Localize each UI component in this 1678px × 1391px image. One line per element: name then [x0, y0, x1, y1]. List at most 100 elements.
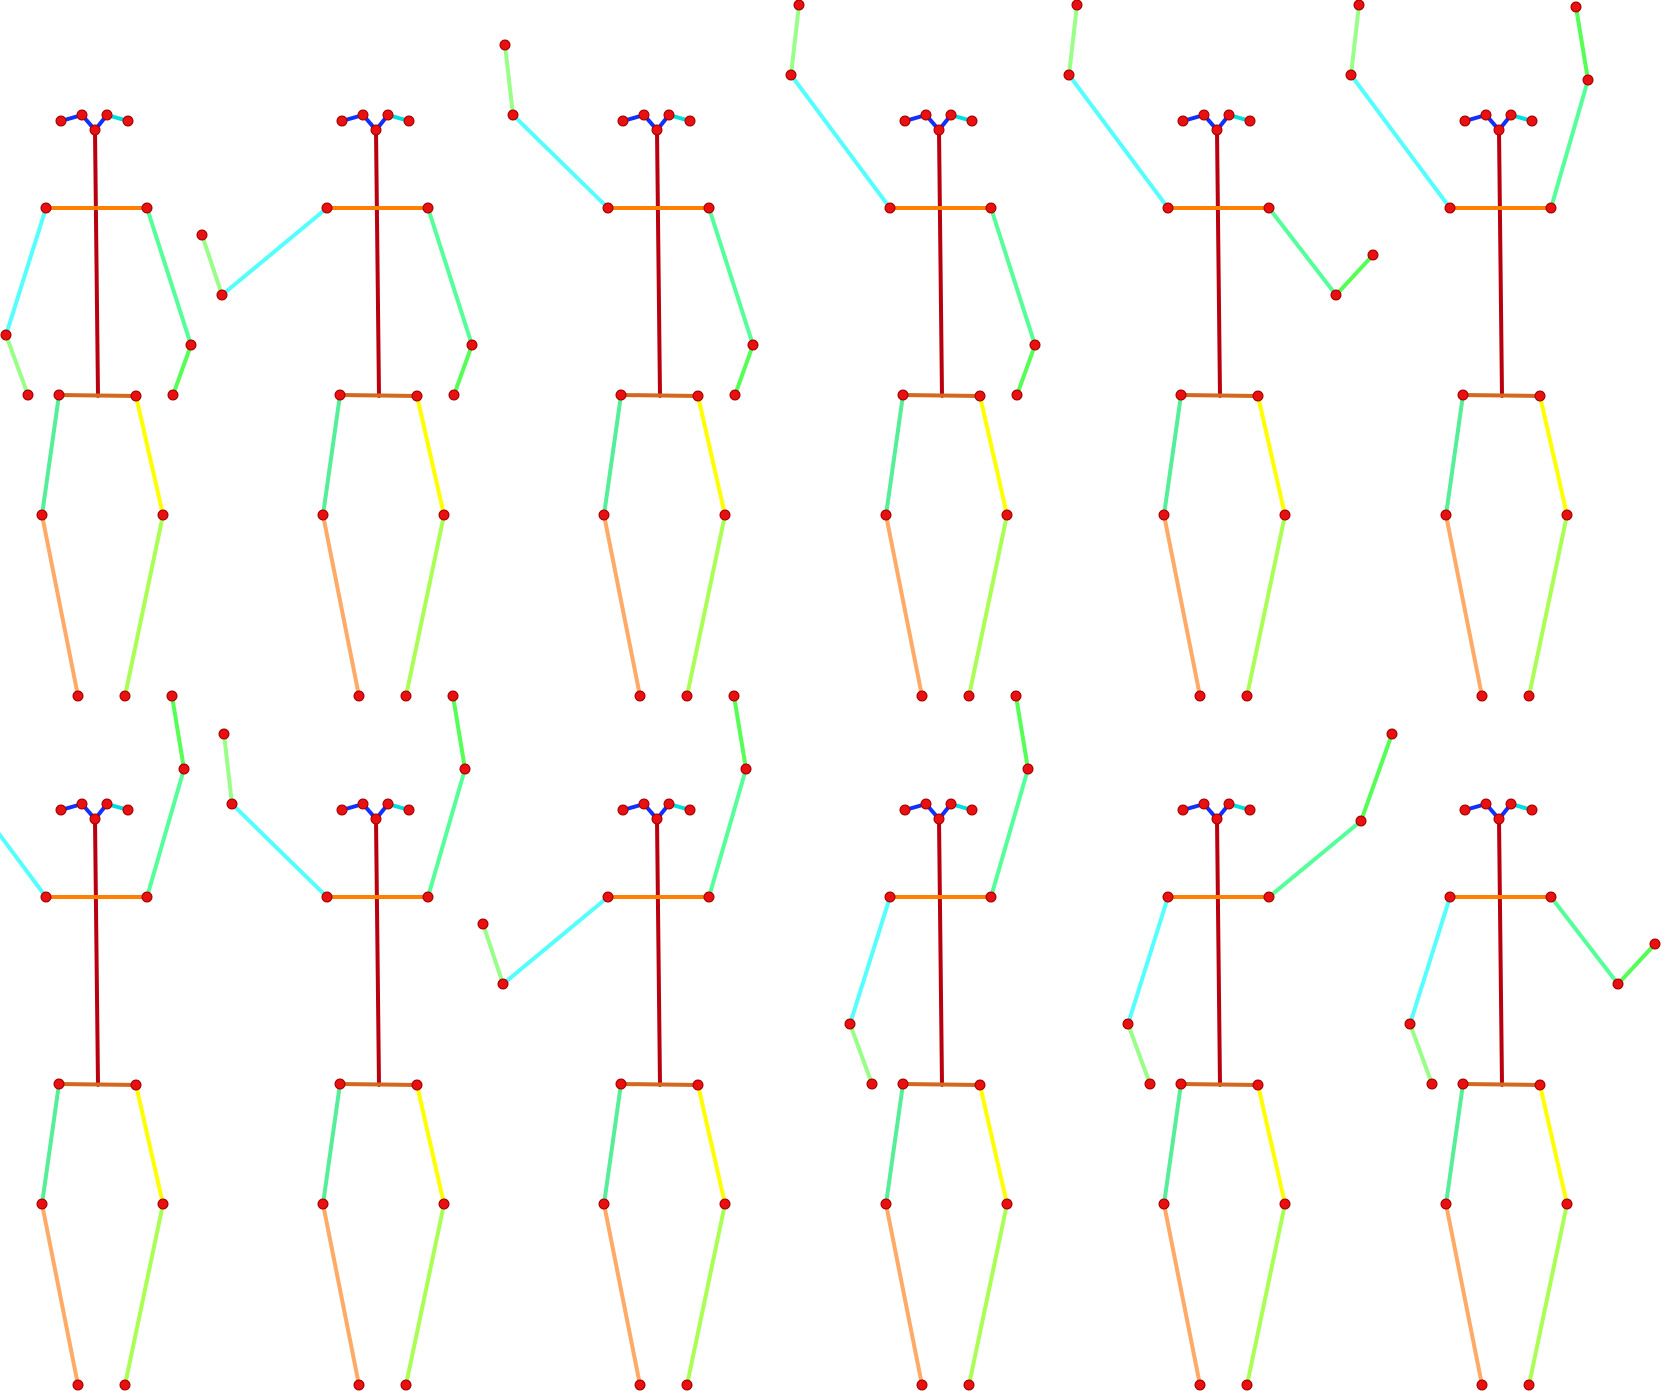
joint-ankle-left: [634, 690, 646, 702]
bone-thigh-right: [415, 1083, 446, 1206]
joint-shoulder-left: [40, 891, 52, 903]
bone-shin-left: [884, 513, 924, 698]
joint-ankle-left: [72, 1379, 84, 1391]
joint-ankle-left: [1194, 1379, 1206, 1391]
joint-ankle-left: [916, 1379, 928, 1391]
joint-hip-left: [1175, 1078, 1187, 1090]
joint-hip-left: [615, 389, 627, 401]
joint-nose: [651, 813, 663, 825]
joint-knee-right: [719, 509, 731, 521]
bone-forearm-right: [170, 694, 186, 771]
joint-eye-left: [920, 109, 932, 121]
bone-thigh-right: [696, 394, 727, 517]
bone-spine: [374, 128, 381, 398]
bone-spine: [1497, 128, 1504, 398]
joint-ear-right: [403, 115, 415, 127]
bone-forearm-left: [789, 3, 801, 77]
joint-wrist-left: [1353, 0, 1365, 11]
bone-upper-arm-left: [789, 73, 892, 210]
bone-hips: [619, 1082, 700, 1087]
joint-knee-left: [880, 509, 892, 521]
bone-forearm-right: [1334, 253, 1375, 297]
joint-shoulder-left: [321, 202, 333, 214]
bone-hips: [901, 1082, 982, 1087]
bone-shin-right: [1527, 1202, 1569, 1387]
bone-shin-left: [1444, 513, 1484, 698]
bone-upper-arm-right: [1267, 206, 1338, 297]
pose-row2-col6: [1404, 798, 1661, 1391]
bone-spine: [1497, 817, 1504, 1087]
bone-spine: [937, 817, 944, 1087]
pose-row2-col3: [477, 690, 752, 1391]
bone-hips: [57, 1082, 138, 1087]
bone-shin-left: [321, 1202, 361, 1387]
bone-thigh-left: [40, 1082, 61, 1206]
joint-ear-left: [899, 804, 911, 816]
bone-hips: [1461, 393, 1542, 398]
bone-upper-arm-right: [1549, 78, 1590, 210]
joint-hip-right: [130, 390, 142, 402]
joint-eye-left: [638, 798, 650, 810]
joint-knee-right: [719, 1198, 731, 1210]
joint-eye-right: [663, 109, 675, 121]
joint-elbow-left: [844, 1018, 856, 1030]
joint-ear-left: [1459, 115, 1471, 127]
joint-eye-right: [1223, 798, 1235, 810]
bone-spine: [93, 128, 100, 398]
bone-hips: [901, 393, 982, 398]
bone-thigh-right: [696, 1083, 727, 1206]
joint-ankle-right: [681, 1379, 693, 1391]
bone-shin-right: [404, 513, 446, 698]
joint-hip-right: [692, 390, 704, 402]
joint-knee-right: [438, 1198, 450, 1210]
bone-upper-arm-right: [145, 206, 193, 347]
bone-forearm-left: [4, 333, 30, 397]
joint-elbow-left: [216, 289, 228, 301]
joint-ankle-right: [963, 1379, 975, 1391]
joint-elbow-left: [1063, 69, 1075, 81]
bone-thigh-right: [415, 394, 446, 517]
bone-hips: [619, 393, 700, 398]
bone-forearm-right: [1015, 343, 1037, 397]
joint-knee-right: [1561, 1198, 1573, 1210]
bone-spine: [937, 128, 944, 398]
joint-shoulder-left: [1444, 891, 1456, 903]
bone-hips: [57, 393, 138, 398]
bone-upper-arm-left: [4, 206, 48, 337]
bone-thigh-right: [978, 1083, 1009, 1206]
pose-row1-col2: [196, 109, 478, 702]
joint-eye-right: [945, 798, 957, 810]
bone-shin-left: [321, 513, 361, 698]
joint-ear-left: [1177, 115, 1189, 127]
joint-ankle-left: [353, 1379, 365, 1391]
joint-eye-left: [76, 109, 88, 121]
joint-hip-left: [1175, 389, 1187, 401]
joint-elbow-right: [1029, 339, 1041, 351]
bone-thigh-right: [134, 394, 165, 517]
bone-shin-right: [685, 513, 727, 698]
bone-shin-right: [967, 513, 1009, 698]
joint-eye-left: [357, 109, 369, 121]
joint-elbow-left: [226, 798, 238, 810]
bone-upper-arm-left: [848, 895, 892, 1026]
joint-shoulder-left: [321, 891, 333, 903]
bone-shin-right: [123, 1202, 165, 1387]
bone-shin-left: [602, 513, 642, 698]
joint-wrist-right: [728, 690, 740, 702]
joint-ankle-right: [400, 690, 412, 702]
joint-ankle-right: [119, 690, 131, 702]
bone-shin-left: [40, 513, 80, 698]
joint-elbow-right: [1355, 815, 1367, 827]
joint-shoulder-left: [884, 202, 896, 214]
bone-thigh-right: [1256, 394, 1287, 517]
bone-forearm-left: [1408, 1022, 1434, 1086]
bone-forearm-left: [200, 233, 224, 297]
joint-hip-right: [974, 1079, 986, 1091]
joint-knee-left: [1158, 509, 1170, 521]
bone-upper-arm-left: [1408, 895, 1452, 1026]
joint-ankle-left: [634, 1379, 646, 1391]
joint-ear-right: [403, 804, 415, 816]
bone-thigh-right: [1538, 394, 1569, 517]
bone-thigh-left: [602, 393, 623, 517]
